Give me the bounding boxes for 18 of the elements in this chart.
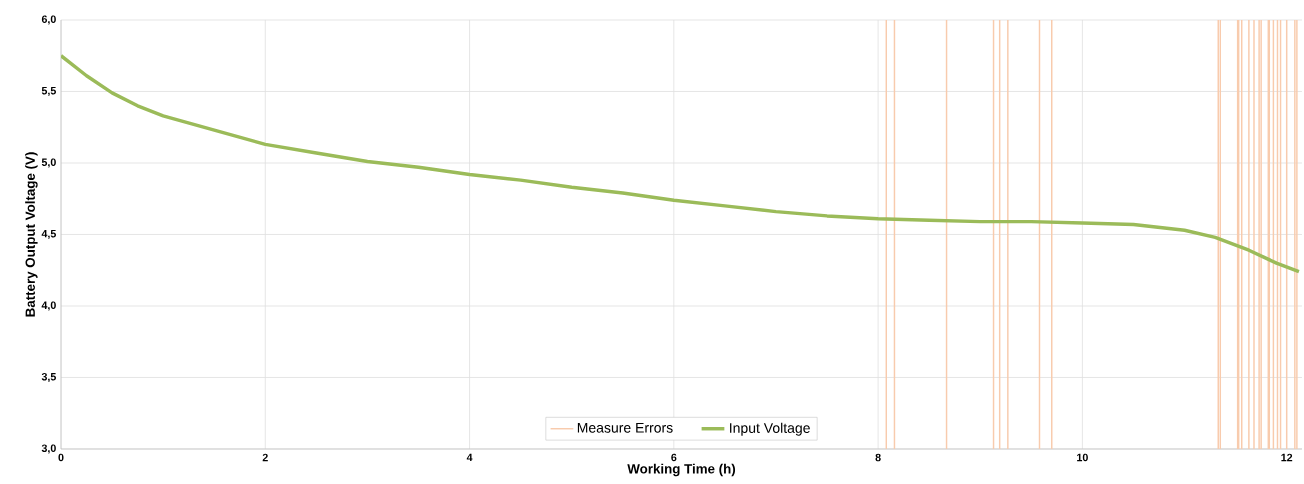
y-tick-label: 3,0 — [41, 444, 56, 454]
y-tick-label: 5,5 — [41, 86, 56, 96]
y-tick-label: 5,0 — [41, 158, 56, 168]
y-tick-label: 6,0 — [41, 15, 56, 25]
legend-label: Measure Errors — [577, 422, 673, 433]
x-tick-label: 2 — [262, 453, 268, 462]
x-tick-label: 6 — [671, 453, 677, 462]
y-tick-label: 4,0 — [41, 301, 56, 311]
x-tick-label: 10 — [1077, 453, 1088, 462]
x-tick-label: 4 — [466, 453, 473, 462]
y-axis-title: Battery Output Voltage (V) — [25, 152, 38, 317]
x-tick-label: 0 — [58, 453, 64, 462]
y-tick-label: 3,5 — [41, 372, 56, 383]
x-axis-title: Working Time (h) — [627, 463, 736, 477]
x-tick-label: 12 — [1281, 453, 1293, 462]
x-tick-label: 8 — [875, 453, 881, 462]
y-tick-label: 4,5 — [41, 229, 56, 239]
legend-label: Input Voltage — [730, 422, 810, 436]
